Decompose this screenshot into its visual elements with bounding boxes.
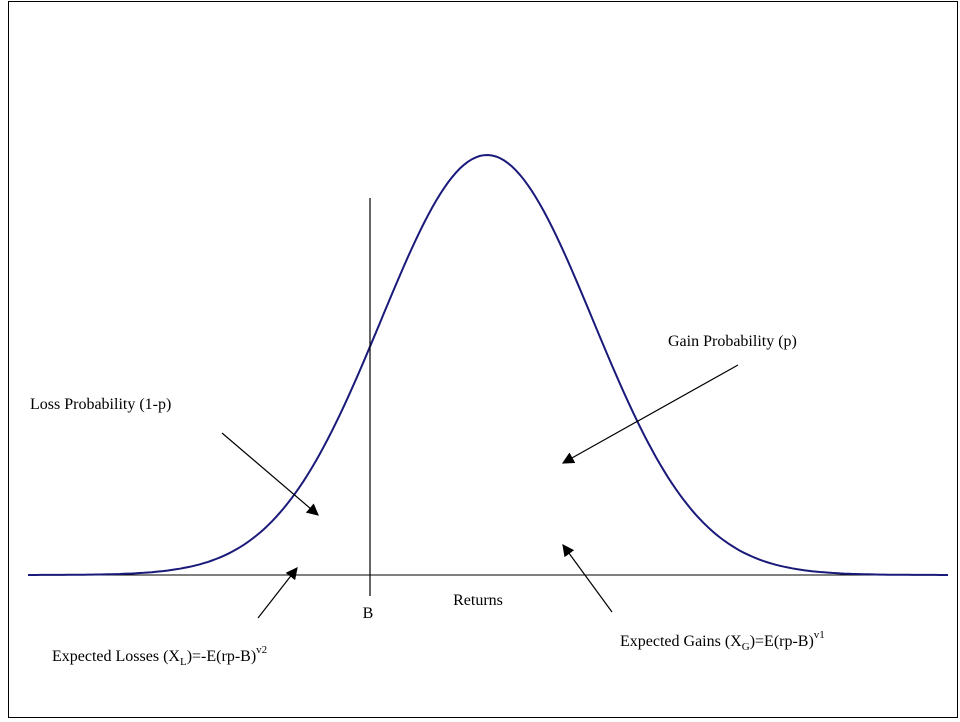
arrow	[221, 432, 319, 516]
arrow	[562, 544, 613, 613]
subscript: G	[742, 641, 750, 653]
frame	[8, 1, 958, 718]
distribution-curve	[28, 153, 948, 576]
benchmark-label: B	[363, 605, 374, 622]
gain-probability-label: Gain Probability (p)	[668, 333, 797, 350]
axis-label: Returns	[453, 592, 503, 609]
text: )=E(rp-B)	[750, 633, 814, 650]
superscript: v2	[256, 644, 267, 656]
superscript: v1	[814, 629, 825, 641]
arrow	[561, 364, 739, 464]
text: Expected Losses (X	[52, 648, 180, 665]
expected-losses-label: Expected Losses (XL)=-E(rp-B)v2	[52, 644, 267, 668]
subscript: L	[180, 656, 187, 668]
loss-probability-label: Loss Probability (1-p)	[30, 396, 171, 413]
arrow	[257, 567, 298, 619]
expected-gains-label: Expected Gains (XG)=E(rp-B)v1	[620, 629, 825, 653]
text: )=-E(rp-B)	[187, 648, 256, 665]
text: Expected Gains (X	[620, 633, 742, 650]
